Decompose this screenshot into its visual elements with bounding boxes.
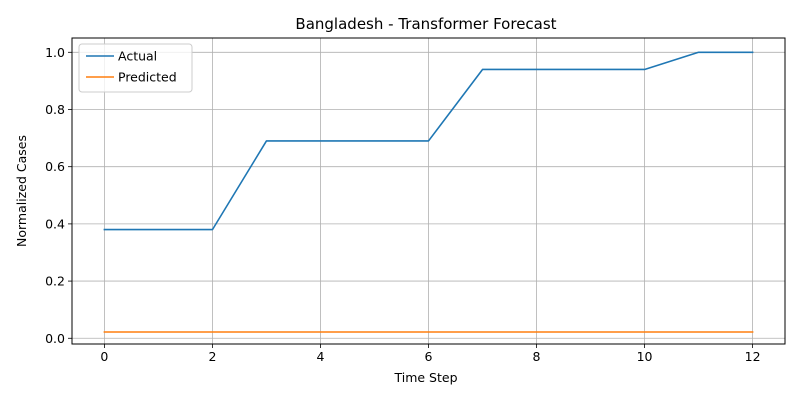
series-line-actual [103,51,754,231]
legend-label-predicted: Predicted [118,70,177,85]
y-tick-label: 0.2 [45,274,65,289]
y-axis-ticks: 0.0 0.2 0.4 0.6 0.8 1.0 [45,45,72,346]
y-tick-label: 0.0 [45,331,65,346]
y-tick-label: 0.8 [45,102,65,117]
x-tick-label: 2 [208,349,216,364]
grid-lines [72,38,785,344]
y-tick-label: 1.0 [45,45,65,60]
y-axis-label: Normalized Cases [14,135,29,247]
x-tick-label: 0 [100,349,108,364]
legend: Actual Predicted [78,43,193,93]
x-axis-label: Time Step [393,370,457,385]
x-tick-label: 12 [745,349,761,364]
y-tick-label: 0.6 [45,159,65,174]
x-axis-ticks: 0 2 4 6 8 10 12 [100,344,761,364]
x-tick-label: 10 [637,349,653,364]
chart-title: Bangladesh - Transformer Forecast [295,15,556,33]
legend-label-actual: Actual [118,49,157,64]
y-tick-label: 0.4 [45,216,65,231]
x-tick-label: 6 [425,349,433,364]
x-tick-label: 4 [316,349,324,364]
series-lines [103,51,754,333]
x-tick-label: 8 [533,349,541,364]
